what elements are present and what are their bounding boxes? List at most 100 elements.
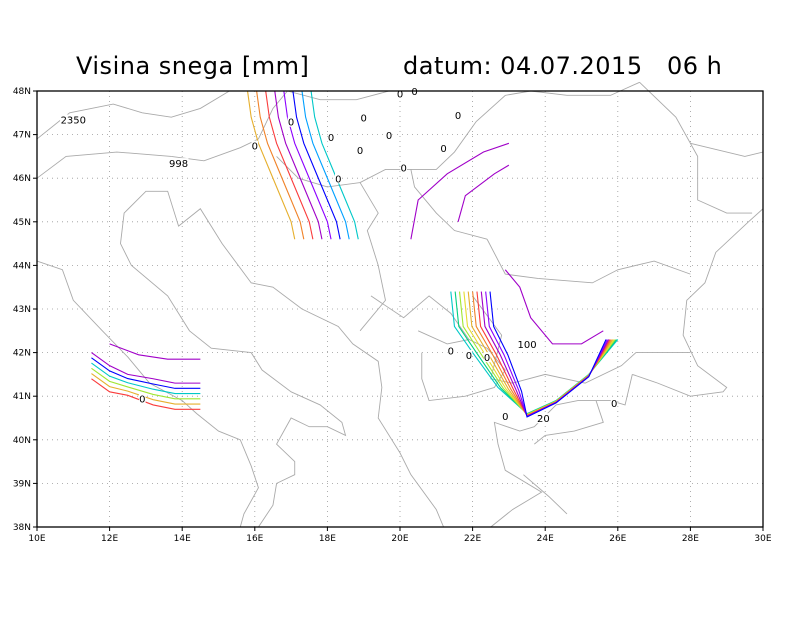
- y-tick-label: 45N: [13, 218, 31, 228]
- date-prefix: datum:: [403, 52, 493, 80]
- contour-line: [91, 357, 201, 389]
- contour-label: 0: [361, 113, 367, 124]
- contour-label-bg: [400, 162, 407, 173]
- contour-line: [485, 291, 608, 418]
- x-tick-label: 18E: [319, 534, 336, 544]
- y-tick-label: 42N: [13, 349, 31, 359]
- coastline-segment: [370, 295, 470, 340]
- axis-ticks: 10E 12E 14E 16E 18E 20E 22E 24E 26E 28E 30E 38N 39N 4…: [13, 87, 772, 544]
- contour-label-bg: [536, 413, 550, 424]
- contour-label-bg: [517, 339, 537, 350]
- contour-label: 0: [411, 87, 417, 98]
- date-label: datum: 04.07.2015 06 h: [403, 52, 722, 80]
- coastline-segment: [36, 260, 259, 528]
- contour-label-bg: [483, 352, 491, 363]
- contour-line: [310, 90, 359, 240]
- snow-depth-contours: [91, 90, 619, 418]
- contour-label-bg: [385, 129, 393, 140]
- coastline-segment: [534, 400, 604, 445]
- coastline-segment: [171, 90, 477, 162]
- x-tick-label: 30E: [754, 534, 771, 544]
- contour-line: [504, 269, 604, 345]
- contour-line: [256, 90, 305, 240]
- coastline-segment: [36, 90, 230, 140]
- x-tick-label: 16E: [246, 534, 263, 544]
- contour-label: 100: [518, 340, 537, 351]
- contour-label-bg: [610, 397, 618, 408]
- contour-line: [480, 291, 610, 417]
- coastline-segment: [276, 156, 386, 332]
- contour-line: [246, 90, 296, 240]
- contour-label: 20: [537, 414, 550, 425]
- contour-line: [91, 362, 201, 395]
- coastline-segment: [120, 190, 444, 528]
- contour-label-bg: [396, 88, 404, 99]
- y-tick-label: 46N: [13, 174, 31, 184]
- x-tick-label: 24E: [537, 534, 554, 544]
- coastline-segment: [639, 81, 753, 214]
- contour-label: 998: [169, 159, 188, 170]
- contour-label: 0: [484, 353, 490, 364]
- contour-label-bg: [447, 345, 455, 356]
- contour-label: 0: [252, 142, 258, 153]
- y-tick-label: 38N: [13, 523, 31, 533]
- contour-label-bg: [440, 142, 447, 153]
- coastline-segment: [36, 151, 172, 179]
- coastline-segment: [486, 239, 691, 284]
- y-tick-label: 41N: [13, 392, 31, 402]
- contour-line: [292, 90, 341, 240]
- x-tick-label: 10E: [28, 534, 45, 544]
- coastline-segment: [632, 208, 764, 397]
- contour-label: 0: [455, 111, 461, 122]
- contour-line: [274, 90, 323, 240]
- date-value: 04.07.2015: [500, 52, 643, 80]
- contour-label: 0: [448, 347, 454, 358]
- map-frame: [36, 90, 764, 528]
- hour-value: 06 h: [666, 52, 723, 80]
- contour-label-bg: [138, 393, 146, 404]
- x-tick-label: 14E: [174, 534, 191, 544]
- contour-label-bg: [501, 411, 509, 421]
- contour-line: [410, 142, 510, 240]
- contour-label: 0: [139, 395, 145, 406]
- contour-line: [489, 291, 607, 418]
- coastline-segment: [472, 295, 691, 384]
- x-tick-label: 22E: [464, 534, 481, 544]
- contour-label: 0: [328, 133, 334, 144]
- y-tick-label: 44N: [13, 261, 31, 271]
- header: Visina snega [mm] datum: 04.07.2015 06 h: [0, 52, 800, 88]
- contour-label: 0: [357, 146, 363, 157]
- contour-label: 2350: [61, 116, 86, 127]
- contour-label: 0: [466, 351, 472, 362]
- contour-label: 0: [502, 412, 508, 423]
- contour-label-bg: [251, 140, 259, 151]
- contour-label-bg: [465, 349, 473, 360]
- y-tick-label: 43N: [13, 305, 31, 315]
- contour-label: 0: [288, 118, 294, 129]
- coastline-segment: [410, 169, 488, 240]
- contour-label: 0: [397, 89, 403, 100]
- contour-line: [265, 90, 314, 240]
- contour-label-bg: [327, 131, 335, 142]
- x-tick-label: 26E: [609, 534, 626, 544]
- y-tick-label: 39N: [13, 479, 31, 489]
- contour-label: 0: [335, 174, 341, 185]
- contour-label-bg: [60, 114, 87, 125]
- contour-label: 0: [440, 144, 446, 155]
- contour-line: [91, 367, 201, 400]
- contour-label-bg: [454, 110, 462, 121]
- contour-line: [472, 291, 612, 417]
- contour-label-bg: [360, 112, 367, 123]
- contour-line: [109, 343, 201, 360]
- coastlines-and-borders: [36, 81, 764, 528]
- x-tick-label: 12E: [101, 534, 118, 544]
- contour-label-bg: [334, 173, 342, 184]
- contour-label: 0: [386, 131, 392, 142]
- coastline-segment: [490, 374, 633, 528]
- contour-line: [283, 90, 332, 240]
- y-tick-label: 48N: [13, 87, 31, 97]
- contour-line: [457, 164, 510, 222]
- contour-label-bg: [356, 145, 364, 156]
- coastline-segment: [523, 474, 568, 515]
